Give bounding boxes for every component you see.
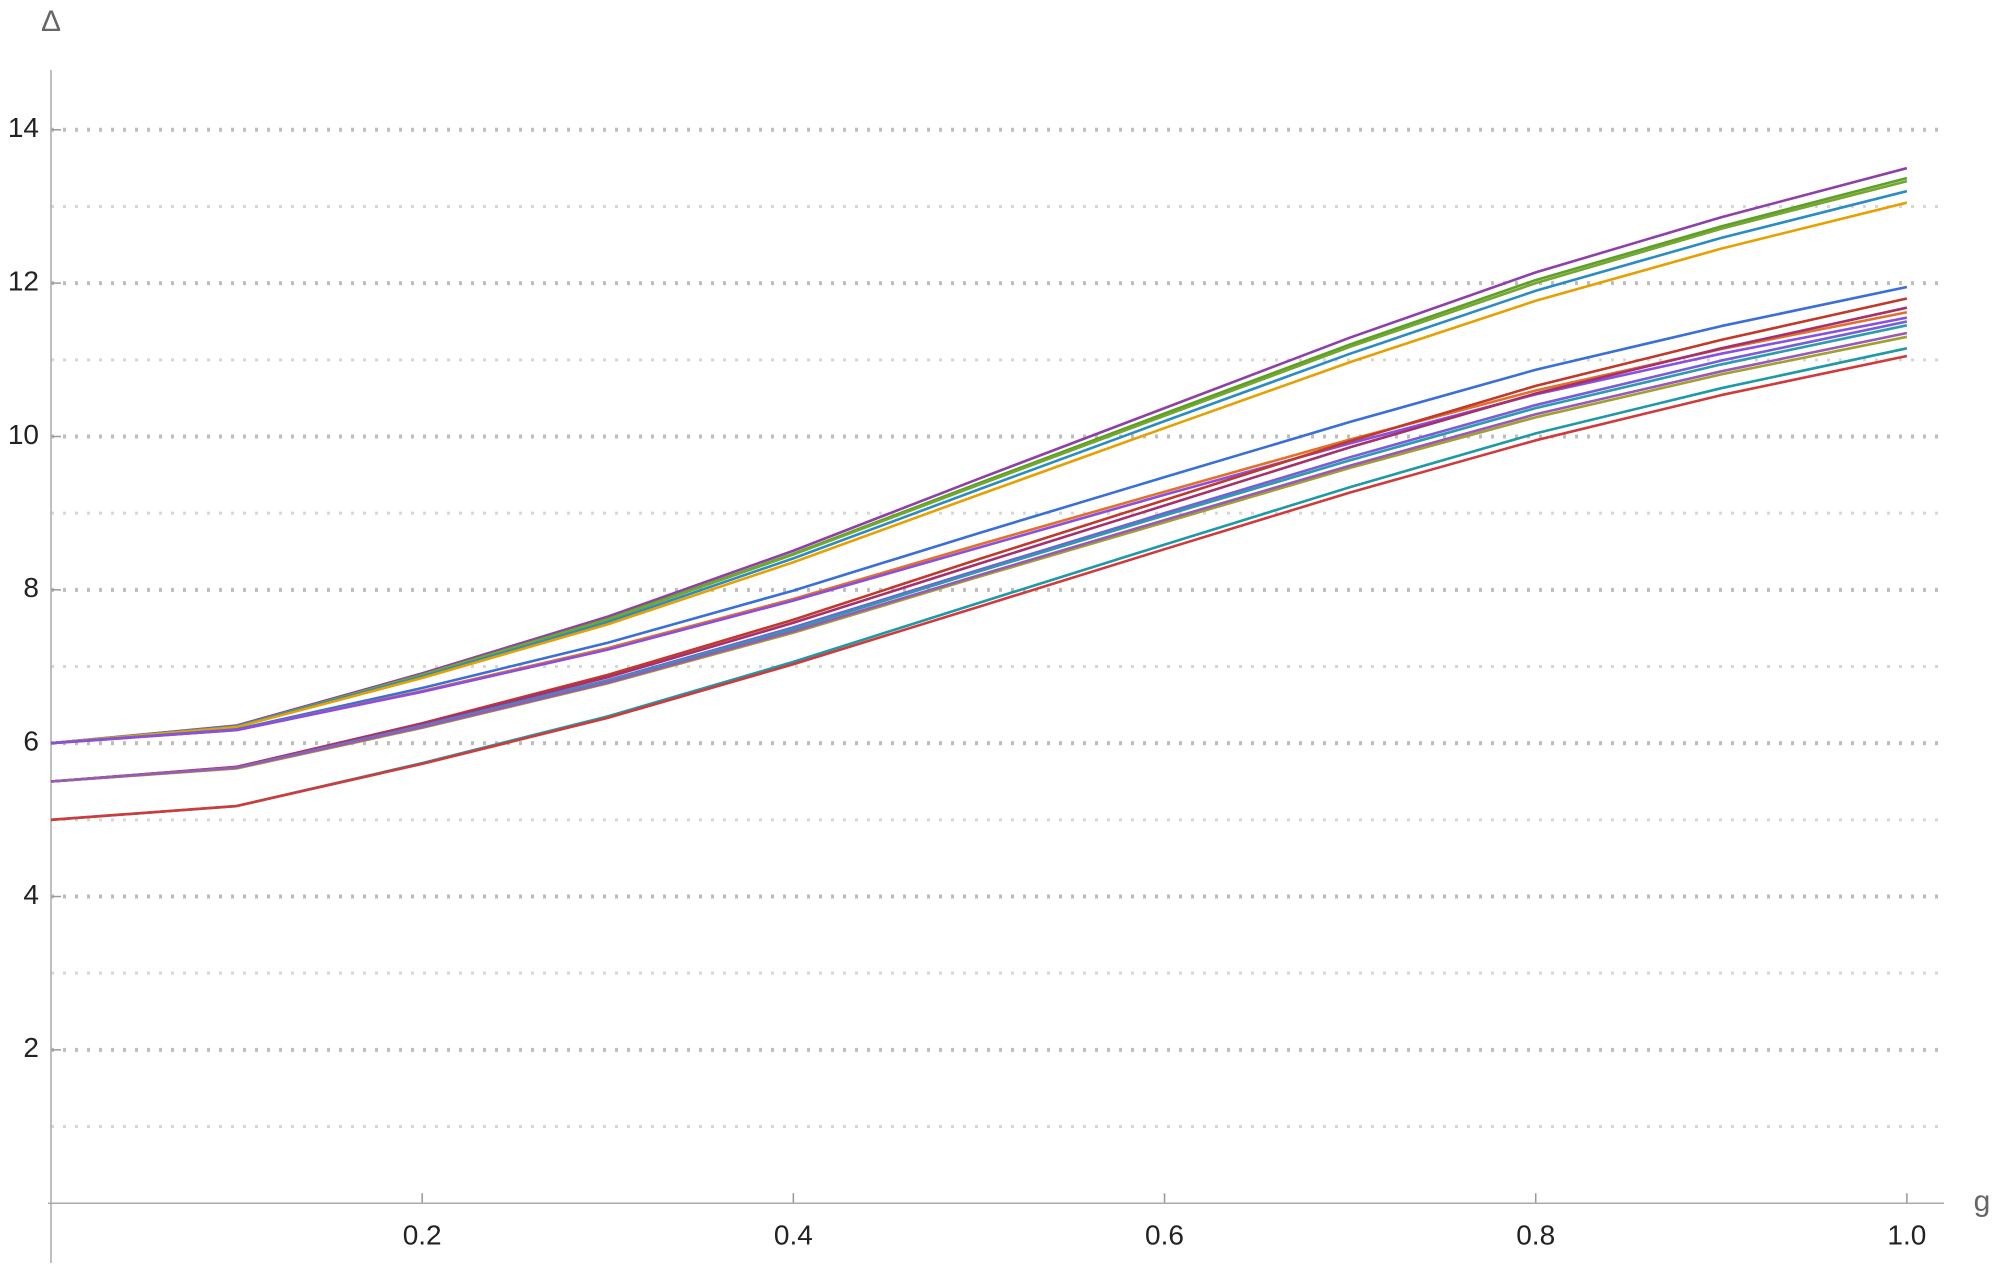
x-axis-label: g [1974, 1185, 1991, 1218]
x-tick-label: 0.8 [1516, 1220, 1555, 1251]
series-line [50, 320, 1908, 783]
series-line [50, 176, 1908, 745]
x-tick-label: 1.0 [1887, 1220, 1926, 1251]
y-tick-label: 8 [23, 572, 39, 603]
x-tick-label: 0.4 [774, 1220, 813, 1251]
x-tick-label: 0.2 [403, 1220, 442, 1251]
series-line [50, 285, 1908, 745]
x-tick-label: 0.6 [1145, 1220, 1184, 1251]
y-tick-label: 12 [8, 266, 39, 297]
series-line [50, 316, 1908, 745]
series-line [50, 201, 1908, 745]
series-line [50, 331, 1908, 783]
y-tick-label: 6 [23, 726, 39, 757]
y-tick-label: 10 [8, 419, 39, 450]
y-tick-label: 14 [8, 112, 39, 143]
y-tick-label: 2 [23, 1032, 39, 1063]
y-axis-label: Δ [41, 5, 61, 38]
y-tick-label: 4 [23, 879, 39, 910]
series-line [50, 311, 1908, 745]
series-line [50, 354, 1908, 822]
